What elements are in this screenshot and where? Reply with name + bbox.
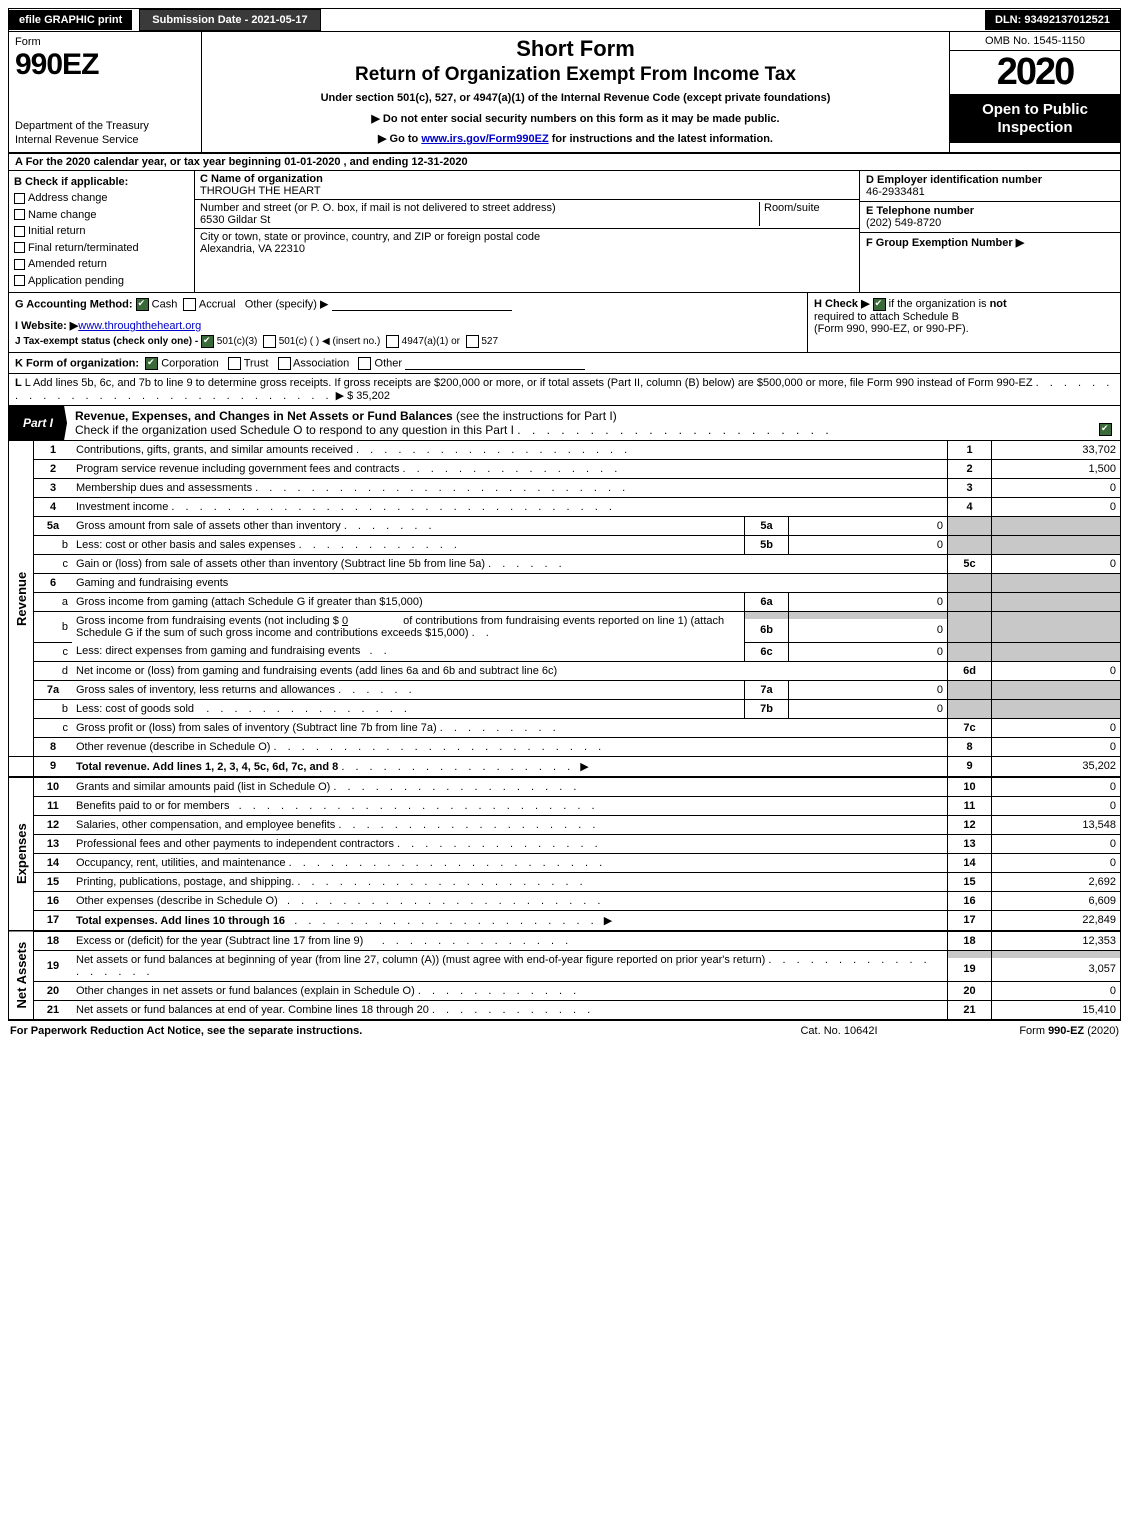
cb-501c3[interactable] xyxy=(201,335,214,348)
irs-link[interactable]: www.irs.gov/Form990EZ xyxy=(421,133,548,145)
dln-label: DLN: 93492137012521 xyxy=(985,10,1120,30)
form-header: Form 990EZ Department of the Treasury In… xyxy=(8,32,1121,154)
line20-val: 0 xyxy=(992,981,1121,1000)
return-title: Return of Organization Exempt From Incom… xyxy=(210,64,941,86)
part1-table: Revenue 1Contributions, gifts, grants, a… xyxy=(8,441,1121,1020)
top-bar: efile GRAPHIC print Submission Date - 20… xyxy=(8,8,1121,32)
info-grid: B Check if applicable: Address change Na… xyxy=(8,171,1121,294)
other-specify[interactable] xyxy=(332,297,512,311)
cat-no: Cat. No. 10642I xyxy=(739,1025,939,1037)
line17-val: 22,849 xyxy=(992,910,1121,931)
line3-val: 0 xyxy=(992,479,1121,498)
cb-final-return[interactable] xyxy=(14,242,25,253)
row-a-tax-year: A For the 2020 calendar year, or tax yea… xyxy=(8,154,1121,171)
cb-cash[interactable] xyxy=(136,298,149,311)
line10-val: 0 xyxy=(992,777,1121,797)
line5b-val: 0 xyxy=(789,536,948,555)
efile-print-button[interactable]: efile GRAPHIC print xyxy=(9,10,133,30)
other-org-field[interactable] xyxy=(405,356,585,370)
cb-association[interactable] xyxy=(278,357,291,370)
revenue-side: Revenue xyxy=(9,441,34,756)
irs-label: Internal Revenue Service xyxy=(15,134,139,146)
form-version: Form 990-EZ (2020) xyxy=(939,1025,1119,1037)
netassets-side: Net Assets xyxy=(9,931,34,1020)
cb-pending[interactable] xyxy=(14,275,25,286)
line11-val: 0 xyxy=(992,796,1121,815)
line12-val: 13,548 xyxy=(992,815,1121,834)
form-label: Form xyxy=(15,36,195,48)
cb-501c[interactable] xyxy=(263,335,276,348)
row-l: L L Add lines 5b, 6c, and 7b to line 9 t… xyxy=(8,374,1121,406)
dept-treasury: Department of the Treasury xyxy=(15,120,149,132)
ssn-warning: ▶ Do not enter social security numbers o… xyxy=(210,111,941,128)
line6b-val: 0 xyxy=(789,619,948,642)
form-number: 990EZ xyxy=(15,48,195,82)
col-b-checkboxes: B Check if applicable: Address change Na… xyxy=(9,171,195,293)
col-d-ids: D Employer identification number46-29334… xyxy=(860,171,1120,293)
org-address: 6530 Gildar St xyxy=(200,214,270,226)
cb-accrual[interactable] xyxy=(183,298,196,311)
cb-other-org[interactable] xyxy=(358,357,371,370)
line15-val: 2,692 xyxy=(992,872,1121,891)
line21-val: 15,410 xyxy=(992,1000,1121,1019)
line7b-val: 0 xyxy=(789,699,948,718)
line14-val: 0 xyxy=(992,853,1121,872)
phone: (202) 549-8720 xyxy=(866,217,941,229)
org-city: Alexandria, VA 22310 xyxy=(200,243,305,255)
line7c-val: 0 xyxy=(992,718,1121,737)
part1-header: Part I Revenue, Expenses, and Changes in… xyxy=(8,406,1121,441)
gross-receipts: 35,202 xyxy=(356,390,390,402)
cb-address-change[interactable] xyxy=(14,193,25,204)
line5a-val: 0 xyxy=(789,517,948,536)
cb-initial-return[interactable] xyxy=(14,226,25,237)
ein: 46-2933481 xyxy=(866,186,925,198)
open-public: Open to Public Inspection xyxy=(950,95,1120,143)
cb-trust[interactable] xyxy=(228,357,241,370)
cb-name-change[interactable] xyxy=(14,209,25,220)
cb-schedule-b[interactable] xyxy=(873,298,886,311)
line1-val: 33,702 xyxy=(992,441,1121,460)
group-exemption: F Group Exemption Number ▶ xyxy=(866,237,1024,249)
line4-val: 0 xyxy=(992,498,1121,517)
line9-val: 35,202 xyxy=(992,756,1121,777)
cb-amended[interactable] xyxy=(14,259,25,270)
line6c-val: 0 xyxy=(789,642,948,661)
line16-val: 6,609 xyxy=(992,891,1121,910)
cb-527[interactable] xyxy=(466,335,479,348)
expenses-side: Expenses xyxy=(9,777,34,931)
short-form-title: Short Form xyxy=(210,36,941,62)
row-g-h: G Accounting Method: Cash Accrual Other … xyxy=(8,293,1121,353)
cb-4947[interactable] xyxy=(386,335,399,348)
line6a-val: 0 xyxy=(789,593,948,612)
website-link[interactable]: www.throughtheheart.org xyxy=(78,320,201,332)
part1-label: Part I xyxy=(9,406,67,440)
tax-year: 2020 xyxy=(950,51,1120,95)
cb-schedule-o[interactable] xyxy=(1099,423,1112,436)
row-k: K Form of organization: Corporation Trus… xyxy=(8,353,1121,374)
footer: For Paperwork Reduction Act Notice, see … xyxy=(8,1020,1121,1041)
line13-val: 0 xyxy=(992,834,1121,853)
goto-post: for instructions and the latest informat… xyxy=(549,133,773,145)
section-subtitle: Under section 501(c), 527, or 4947(a)(1)… xyxy=(210,90,941,107)
line6d-val: 0 xyxy=(992,661,1121,680)
line19-val: 3,057 xyxy=(992,958,1121,981)
line18-val: 12,353 xyxy=(992,931,1121,951)
org-name: THROUGH THE HEART xyxy=(200,185,321,197)
paperwork-notice: For Paperwork Reduction Act Notice, see … xyxy=(10,1025,739,1037)
line7a-val: 0 xyxy=(789,680,948,699)
cb-corporation[interactable] xyxy=(145,357,158,370)
submission-date: Submission Date - 2021-05-17 xyxy=(139,9,320,31)
omb-number: OMB No. 1545-1150 xyxy=(950,32,1120,51)
line8-val: 0 xyxy=(992,737,1121,756)
col-c-org-info: C Name of organization THROUGH THE HEART… xyxy=(195,171,860,293)
goto-pre: ▶ Go to xyxy=(378,133,421,145)
line5c-val: 0 xyxy=(992,555,1121,574)
room-suite: Room/suite xyxy=(759,202,854,226)
line2-val: 1,500 xyxy=(992,460,1121,479)
